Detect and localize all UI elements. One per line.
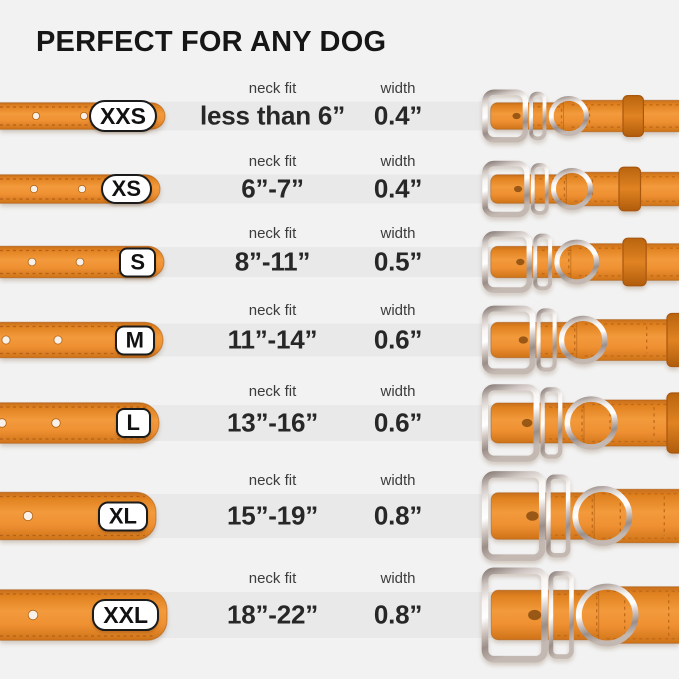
collar-strap-left: XXL (0, 589, 168, 641)
neck-fit-value: 13”-16” (226, 407, 319, 438)
neck-fit-column: neck fit 15”-19” (175, 465, 370, 567)
neck-fit-value: 6”-7” (241, 173, 304, 204)
size-row: S neck fit 8”-11” width 0.5” (0, 225, 679, 299)
width-header: width (380, 472, 416, 489)
neck-fit-header: neck fit (248, 301, 297, 319)
collar-buckle-right (455, 156, 679, 223)
collar-strap-left: XS (0, 174, 161, 204)
size-row: XS neck fit 6”-7” width 0.4” (0, 153, 679, 225)
width-column: width 0.8” (342, 567, 454, 663)
width-header: width (380, 570, 416, 587)
width-column: width 0.8” (342, 465, 454, 567)
collar-buckle-right (455, 466, 679, 566)
neck-fit-column: neck fit 11”-14” (175, 299, 370, 381)
neck-fit-header: neck fit (248, 79, 297, 97)
neck-fit-value: 11”-14” (227, 324, 318, 355)
width-column: width 0.4” (342, 79, 454, 153)
collar-buckle-right (455, 301, 679, 380)
size-row: XXL neck fit 18”-22” width 0.8” (0, 567, 679, 663)
neck-fit-column: neck fit 13”-16” (175, 381, 370, 465)
width-value: 0.4” (373, 100, 423, 131)
collar-buckle-right (455, 380, 679, 467)
collar-strap-left: L (0, 402, 160, 444)
size-label: L (126, 410, 140, 435)
size-badge: L (115, 408, 151, 438)
collar-buckle-right (455, 226, 679, 298)
width-value: 0.6” (373, 324, 423, 355)
neck-fit-header: neck fit (248, 152, 297, 170)
page-title: PERFECT FOR ANY DOG (36, 26, 387, 58)
size-label: XS (111, 176, 141, 201)
size-row: L neck fit 13”-16” width 0.6” (0, 381, 679, 465)
width-header: width (380, 225, 416, 242)
width-header: width (380, 152, 416, 170)
collar-buckle-right (455, 563, 679, 668)
neck-fit-header: neck fit (248, 225, 297, 242)
width-header: width (380, 383, 416, 400)
size-badge: XXL (92, 599, 159, 631)
width-column: width 0.5” (342, 225, 454, 299)
width-column: width 0.6” (342, 299, 454, 381)
neck-fit-column: neck fit less than 6” (175, 79, 370, 153)
neck-fit-value: 18”-22” (226, 599, 319, 630)
size-label: XL (108, 503, 137, 528)
size-label: XXS (99, 102, 146, 129)
collar-strap-left: XXS (0, 100, 166, 132)
width-column: width 0.6” (342, 381, 454, 465)
neck-fit-header: neck fit (248, 472, 297, 489)
size-badge: XS (100, 174, 152, 204)
size-label: M (125, 327, 144, 352)
size-label: S (130, 249, 145, 274)
neck-fit-value: 15”-19” (226, 500, 319, 531)
width-value: 0.5” (373, 246, 423, 277)
size-row: M neck fit 11”-14” width 0.6” (0, 299, 679, 381)
neck-fit-column: neck fit 6”-7” (175, 153, 370, 225)
neck-fit-value: less than 6” (200, 100, 345, 131)
neck-fit-header: neck fit (248, 383, 297, 400)
collar-strap-left: M (0, 321, 164, 359)
width-value: 0.8” (373, 599, 423, 630)
collar-buckle-right (455, 85, 679, 148)
size-row: XL neck fit 15”-19” width 0.8” (0, 465, 679, 567)
size-rows: XXS neck fit less than 6” width 0.4” XS … (0, 79, 679, 663)
neck-fit-value: 8”-11” (234, 246, 311, 277)
width-header: width (380, 301, 416, 319)
neck-fit-column: neck fit 18”-22” (175, 567, 370, 663)
neck-fit-column: neck fit 8”-11” (175, 225, 370, 299)
size-badge: XXS (88, 100, 157, 132)
size-badge: XL (97, 501, 148, 531)
width-value: 0.6” (373, 407, 423, 438)
width-value: 0.8” (373, 500, 423, 531)
width-value: 0.4” (373, 173, 423, 204)
collar-strap-left: S (0, 245, 165, 279)
width-column: width 0.4” (342, 153, 454, 225)
neck-fit-header: neck fit (248, 570, 297, 587)
size-row: XXS neck fit less than 6” width 0.4” (0, 79, 679, 153)
width-header: width (380, 79, 416, 97)
size-badge: M (114, 325, 155, 355)
size-badge: S (119, 247, 156, 277)
size-label: XXL (103, 601, 148, 628)
collar-strap-left: XL (0, 491, 157, 541)
